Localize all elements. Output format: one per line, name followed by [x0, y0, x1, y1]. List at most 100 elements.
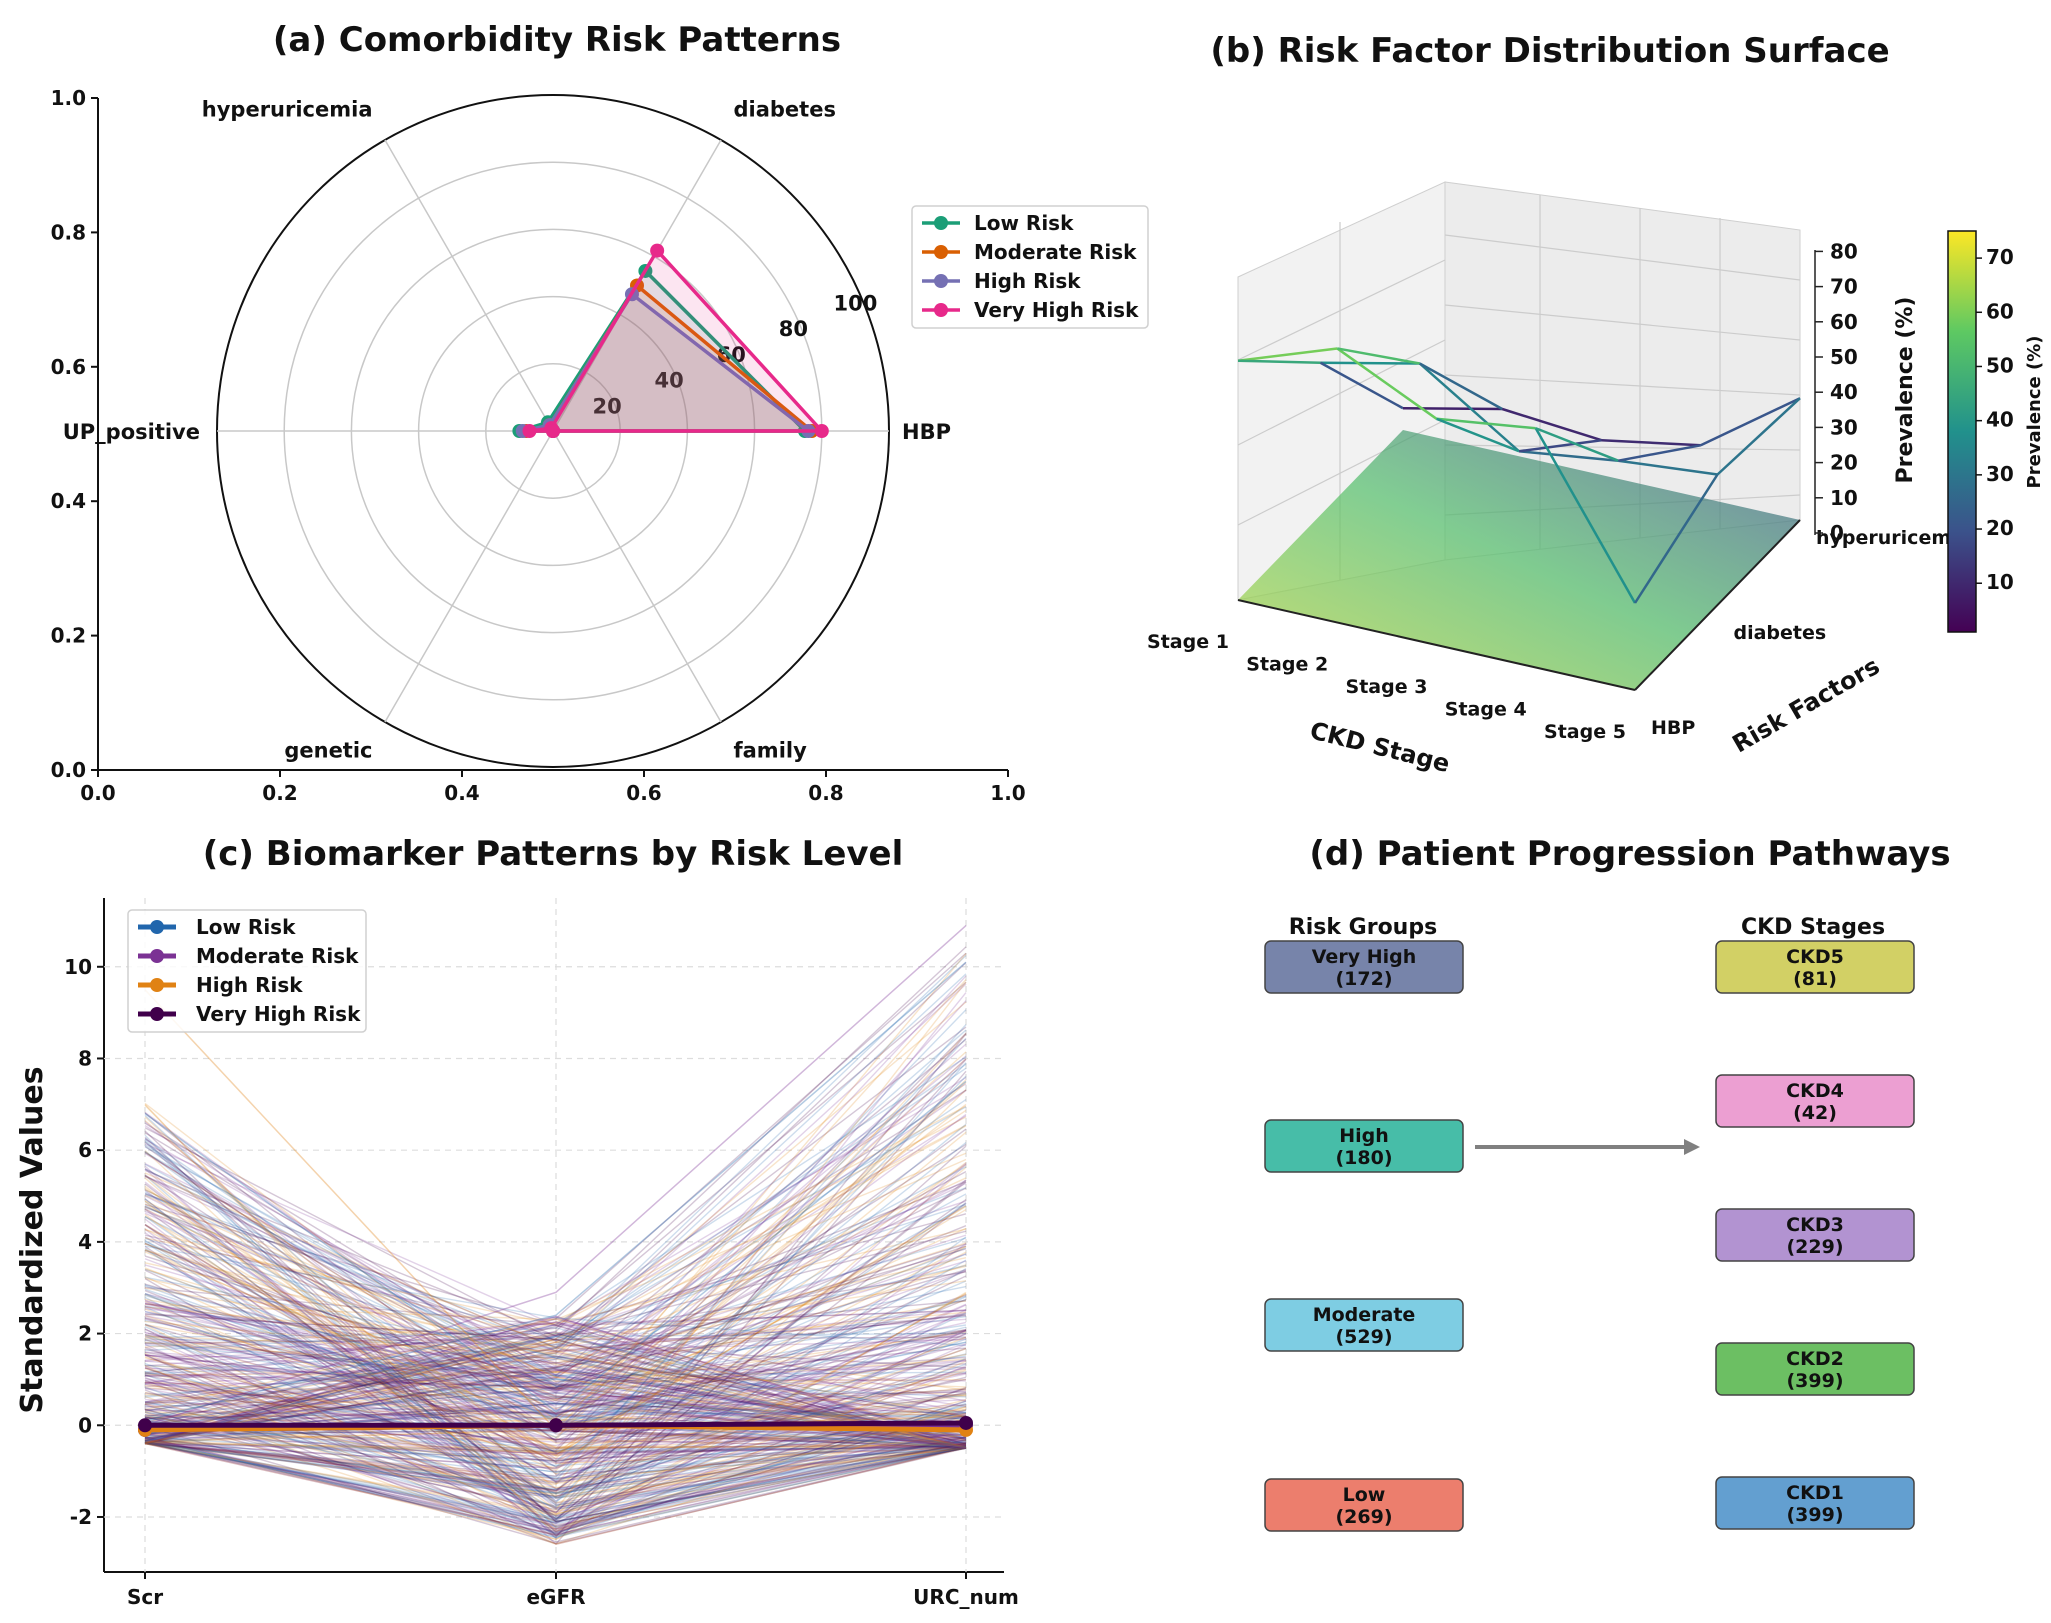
mean-point — [549, 1418, 563, 1433]
profile-line — [144, 975, 967, 1415]
profile-line — [144, 1335, 967, 1448]
progression-arrowhead — [1684, 1139, 1700, 1155]
panel-c-title: (c) Biomarker Patterns by Risk Level — [203, 834, 904, 874]
surface-wire-segment — [1501, 407, 1602, 442]
profile-line — [144, 1168, 967, 1533]
profile-line — [144, 1329, 967, 1389]
profile-line — [144, 1355, 967, 1445]
profile-line — [144, 1284, 967, 1426]
profile-line — [144, 1269, 967, 1416]
surface-wire-segment — [1337, 347, 1420, 365]
surface-wire-segment — [1237, 347, 1338, 362]
profile-line — [144, 946, 967, 1442]
profile-line — [144, 1289, 967, 1454]
profile-line — [144, 1132, 967, 1383]
profile-line — [144, 1285, 967, 1445]
profile-line — [144, 1332, 967, 1449]
profile-line — [144, 1386, 967, 1532]
profile-line — [144, 1321, 967, 1448]
profile-line — [144, 953, 967, 1441]
profile-line — [144, 1215, 967, 1502]
profile-line — [144, 1172, 967, 1350]
profile-line — [144, 1395, 967, 1545]
profile-line — [144, 1362, 967, 1509]
profile-line — [144, 1403, 967, 1455]
profile-line — [144, 1353, 967, 1449]
profile-line — [144, 1242, 967, 1426]
profile-line — [144, 1316, 967, 1443]
profile-line — [144, 1304, 967, 1499]
profile-line — [144, 1166, 967, 1385]
profile-line — [144, 1249, 967, 1394]
legend-swatch-dot — [934, 216, 948, 230]
profile-line — [144, 1119, 967, 1475]
surface-wire-segment — [1419, 362, 1503, 411]
profile-line — [144, 1080, 967, 1413]
profile-line — [144, 1388, 967, 1419]
panel-b-title: (b) Risk Factor Distribution Surface — [1210, 31, 1889, 71]
profile-line — [144, 1360, 967, 1540]
radar-category-label: UP_positive — [63, 420, 200, 444]
profile-line — [144, 1383, 967, 1449]
profile-line — [144, 1139, 967, 1529]
profile-line — [144, 1089, 967, 1493]
profile-line — [144, 1320, 967, 1449]
profile-line — [144, 1346, 967, 1494]
profile-line — [144, 1376, 967, 1439]
flow-node-count: (399) — [1786, 1370, 1843, 1392]
profile-line — [144, 1322, 967, 1440]
profile-line — [144, 1366, 967, 1498]
x-axis-label: CKD Stage — [1307, 716, 1452, 778]
profile-line — [144, 1319, 967, 1420]
surface-wire-segment — [1534, 427, 1637, 604]
profile-line — [144, 1236, 967, 1468]
profile-line — [144, 1207, 967, 1460]
x-tick-label: Stage 4 — [1445, 699, 1527, 721]
flow-node-count: (172) — [1335, 968, 1392, 990]
profile-line — [144, 1428, 967, 1495]
x-tick-label: Stage 1 — [1147, 631, 1229, 653]
profile-line — [144, 1298, 967, 1374]
profile-line — [144, 1405, 967, 1494]
profile-line — [144, 1276, 967, 1449]
profile-line — [144, 1402, 967, 1429]
ytick-label: 10 — [64, 955, 92, 979]
profile-line — [144, 1308, 967, 1536]
profile-line — [144, 1332, 967, 1445]
radar-r-tick: 40 — [655, 369, 684, 393]
profile-line — [144, 1441, 967, 1530]
profile-line — [144, 1142, 967, 1468]
radar-series-area — [529, 247, 826, 433]
panel-d: (d) Patient Progression Pathways Risk Gr… — [1264, 834, 1951, 1532]
bg-ytick-label: 0.2 — [51, 624, 86, 648]
profile-line — [144, 1225, 967, 1408]
bg-ytick-label: 0.6 — [51, 355, 86, 379]
bg-ytick-label: 0.4 — [51, 489, 86, 513]
profile-line — [144, 1198, 967, 1492]
profile-line — [144, 1150, 967, 1532]
profile-line — [144, 1339, 967, 1416]
profile-line — [144, 1354, 967, 1543]
profile-line — [144, 983, 967, 1437]
profile-line — [144, 1367, 967, 1509]
surface-wire-segment — [1319, 361, 1404, 410]
profile-line — [144, 1075, 967, 1504]
profile-line — [144, 1152, 967, 1394]
flow-node-label: CKD3 — [1786, 1214, 1844, 1236]
profile-line — [144, 1200, 967, 1425]
profile-line — [144, 1163, 967, 1388]
profile-line — [144, 1411, 967, 1492]
panel-b: (b) Risk Factor Distribution Surface Sta… — [1147, 31, 2045, 778]
radar-spoke — [384, 139, 554, 432]
profile-line — [144, 1324, 967, 1530]
profile-line — [144, 1313, 967, 1420]
profile-line — [144, 1136, 967, 1523]
profile-line — [144, 1089, 967, 1429]
legend-label: Very High Risk — [196, 1002, 361, 1026]
profile-line — [144, 1248, 967, 1506]
profile-line — [144, 1374, 967, 1442]
profile-line — [144, 1343, 967, 1434]
profile-line — [144, 1134, 967, 1540]
surface-wire-segment — [1336, 347, 1438, 420]
